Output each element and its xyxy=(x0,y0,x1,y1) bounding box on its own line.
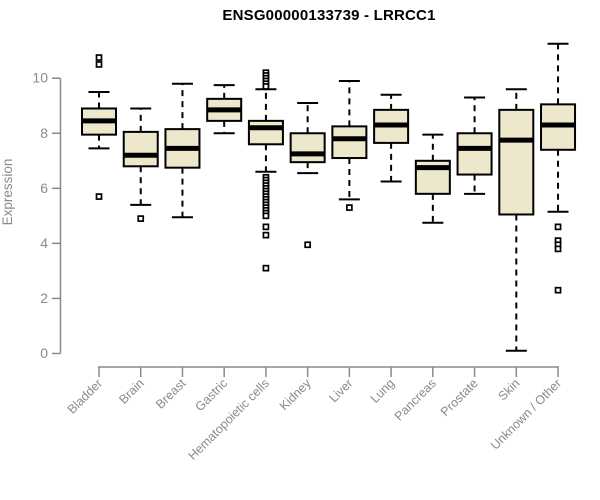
x-tick-label-unknown-other: Unknown / Other xyxy=(488,376,564,452)
boxplot-hematopoietic-cells xyxy=(247,69,284,272)
y-axis-label: Expression xyxy=(0,158,15,226)
boxplot-liver xyxy=(331,79,368,211)
iqr-box xyxy=(331,125,368,160)
x-tick-label-hematopoietic-cells: Hematopoietic cells xyxy=(185,376,272,463)
x-tick-label-lung: Lung xyxy=(368,376,398,406)
outlier-point xyxy=(262,212,270,220)
x-tick-label-liver: Liver xyxy=(326,376,355,405)
iqr-box xyxy=(456,132,493,176)
iqr-box xyxy=(247,119,284,146)
iqr-box xyxy=(498,108,535,216)
boxplot-breast xyxy=(164,82,201,219)
x-tick-label-prostate: Prostate xyxy=(438,376,481,419)
boxplot-skin xyxy=(498,88,535,352)
outlier-point xyxy=(137,215,145,222)
outlier-point xyxy=(554,223,562,231)
outlier-point xyxy=(95,61,103,68)
outlier-point xyxy=(262,83,270,90)
y-tick-label: 4 xyxy=(40,235,48,251)
outlier-point xyxy=(554,286,562,294)
outlier-point xyxy=(346,204,353,211)
x-tick-label-pancreas: Pancreas xyxy=(392,376,439,423)
outlier-point xyxy=(262,223,270,231)
outlier-point xyxy=(304,241,311,249)
y-tick-label: 10 xyxy=(32,70,48,86)
boxplot-prostate xyxy=(456,96,493,195)
x-tick-label-gastric: Gastric xyxy=(192,376,230,414)
outlier-point xyxy=(95,193,103,200)
outlier-point xyxy=(95,54,103,61)
boxplot-unknown-other xyxy=(540,42,577,294)
boxplot-bladder xyxy=(81,54,117,200)
x-tick-label-skin: Skin xyxy=(495,376,522,403)
x-tick-label-breast: Breast xyxy=(153,376,189,412)
y-axis: 0 2 4 6 8 10 xyxy=(32,70,62,361)
boxplot-pancreas xyxy=(414,133,451,224)
y-tick-label: 6 xyxy=(40,180,48,196)
boxplot-kidney xyxy=(289,101,326,249)
x-tick-label-kidney: Kidney xyxy=(277,376,314,413)
boxplot-brain xyxy=(122,107,159,222)
chart-title: ENSG00000133739 - LRRCC1 xyxy=(222,7,436,24)
outlier-point xyxy=(262,264,270,272)
boxplot-lung xyxy=(373,93,410,183)
y-tick-label: 0 xyxy=(40,345,48,361)
iqr-box xyxy=(122,130,159,168)
boxplot-gastric xyxy=(206,84,243,135)
x-tick-label-brain: Brain xyxy=(116,376,147,407)
iqr-box xyxy=(289,132,326,164)
y-tick-label: 2 xyxy=(40,290,48,306)
y-tick-label: 8 xyxy=(40,125,48,141)
outlier-point xyxy=(554,245,562,253)
outlier-point xyxy=(262,231,270,239)
x-tick-label-bladder: Bladder xyxy=(65,376,105,416)
